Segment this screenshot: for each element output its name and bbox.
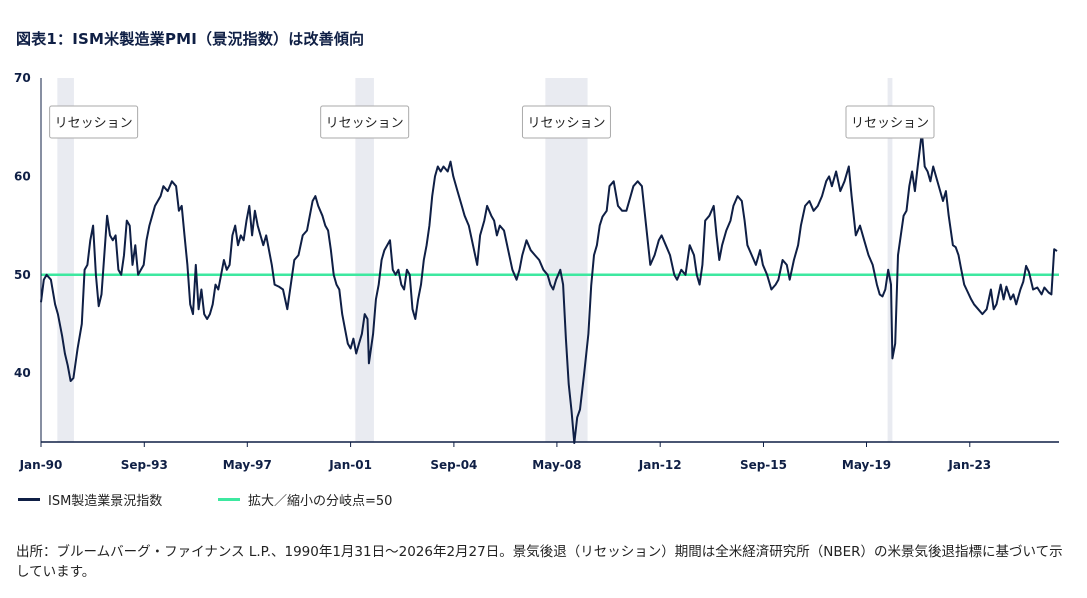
- y-tick-label: 70: [14, 71, 31, 85]
- x-tick-label: May-97: [223, 458, 272, 472]
- x-tick-label: May-19: [842, 458, 891, 472]
- x-tick-label: May-08: [532, 458, 581, 472]
- recession-band: [545, 78, 588, 442]
- recession-label-box: [320, 105, 410, 139]
- chart: 40 50 60 70 Jan-90 Sep-93 May-97 Jan-01 Sep-04 M…: [14, 71, 1059, 472]
- x-tick-label: Jan-90: [19, 458, 63, 472]
- y-tick-label: 40: [14, 366, 31, 380]
- y-tick-label: 60: [14, 169, 31, 183]
- x-tick-label: Sep-93: [121, 458, 168, 472]
- y-tick-label: 50: [14, 268, 31, 282]
- x-tick-label: Sep-15: [740, 458, 787, 472]
- legend-label-threshold: 拡大／縮小の分岐点=50: [248, 494, 393, 509]
- x-tick-label: Jan-23: [947, 458, 991, 472]
- footnote: 出所：ブルームバーグ・ファイナンス L.P.、1990年1月31日～2026年2…: [16, 544, 1063, 580]
- recession-bands: [57, 78, 893, 442]
- recession-label-box: [521, 105, 611, 139]
- recession-label: リセッション: [55, 116, 133, 131]
- recession-label-box: [49, 105, 139, 139]
- legend-swatch-threshold: [218, 498, 240, 501]
- legend-item-threshold: 拡大／縮小の分岐点=50: [218, 490, 392, 509]
- recession-band: [57, 78, 74, 442]
- legend-item-series: ISM製造業景況指数: [18, 490, 162, 509]
- recession-label: リセッション: [527, 116, 605, 131]
- series-line-ism: [40, 131, 1058, 444]
- x-tick-label: Jan-12: [638, 458, 682, 472]
- legend-swatch-series: [18, 498, 40, 501]
- recession-labels: リセッション リセッション リセッション リセッション: [49, 105, 935, 139]
- recession-label-box: [845, 105, 935, 139]
- chart-title: 図表1：ISM米製造業PMI（景況指数）は改善傾向: [16, 30, 365, 48]
- legend-label-series: ISM製造業景況指数: [48, 494, 163, 509]
- x-tick-label: Sep-04: [430, 458, 477, 472]
- recession-label: リセッション: [326, 116, 404, 131]
- recession-label: リセッション: [851, 116, 929, 131]
- x-axis: Jan-90 Sep-93 May-97 Jan-01 Sep-04 May-08 Jan-…: [19, 78, 1059, 472]
- y-axis-labels: 40 50 60 70: [14, 71, 31, 380]
- recession-band: [887, 78, 893, 442]
- x-tick-label: Jan-01: [328, 458, 372, 472]
